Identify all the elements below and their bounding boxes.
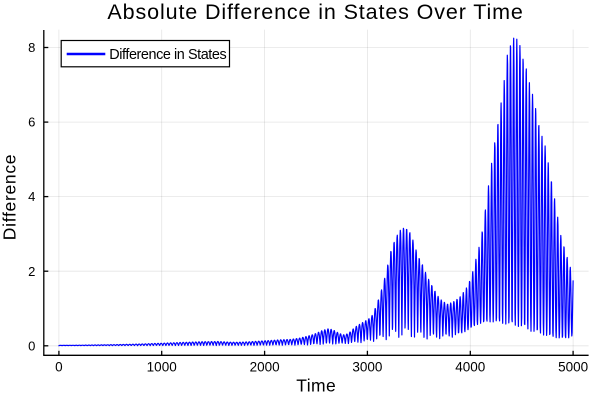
svg-text:0: 0 [28, 338, 35, 353]
svg-text:2000: 2000 [250, 359, 280, 374]
svg-text:Difference in States: Difference in States [109, 47, 226, 63]
svg-text:Absolute Difference in States: Absolute Difference in States Over Time [107, 0, 523, 24]
svg-text:3000: 3000 [352, 359, 382, 374]
svg-text:Difference: Difference [0, 154, 20, 240]
svg-text:4: 4 [28, 189, 35, 204]
svg-text:2: 2 [28, 264, 35, 279]
svg-text:6: 6 [28, 115, 35, 130]
svg-text:8: 8 [28, 40, 35, 55]
svg-text:0: 0 [55, 359, 63, 374]
svg-text:Time: Time [296, 376, 336, 396]
svg-text:1000: 1000 [147, 359, 177, 374]
svg-text:4000: 4000 [455, 359, 485, 374]
svg-text:5000: 5000 [558, 359, 588, 374]
